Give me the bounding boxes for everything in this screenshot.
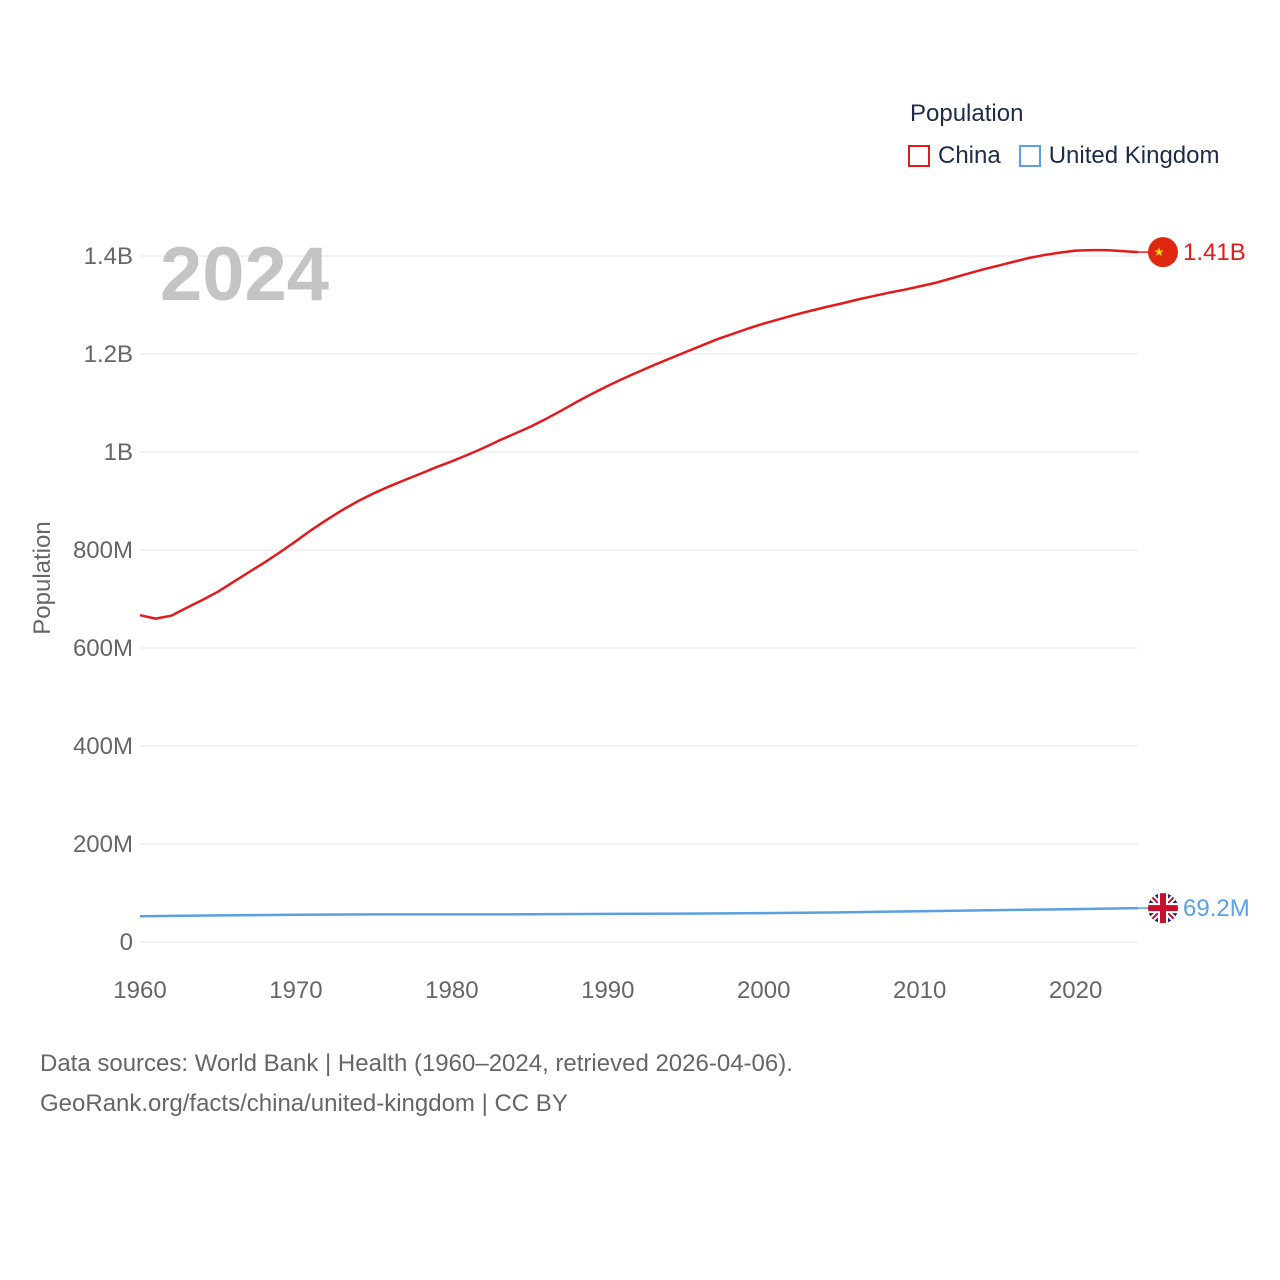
y-axis-ticks: 0 200M 400M 600M 800M 1B 1.2B 1.4B xyxy=(73,243,133,956)
legend-item-united-kingdom[interactable]: United Kingdom xyxy=(1018,142,1220,170)
series-lines xyxy=(139,248,1148,918)
year-watermark: 2024 xyxy=(160,232,329,317)
x-tick-label: 1970 xyxy=(269,977,322,1004)
legend-title: Population xyxy=(910,100,1024,127)
series-line-united-kingdom xyxy=(139,906,1139,918)
svg-text:★: ★ xyxy=(1154,245,1165,259)
legend-swatch-united-kingdom xyxy=(1018,145,1041,167)
china-end-label: 1.41B xyxy=(1183,239,1246,266)
legend-label-united-kingdom: United Kingdom xyxy=(1048,142,1220,169)
uk-end-label: 69.2M xyxy=(1183,895,1250,922)
y-tick-label: 200M xyxy=(73,831,133,858)
x-axis-ticks: 1960 1970 1980 1990 2000 2010 2020 xyxy=(113,977,1102,1004)
y-tick-label: 800M xyxy=(73,537,133,564)
x-tick-label: 2010 xyxy=(893,977,946,1004)
attribution-line[interactable]: GeoRank.org/facts/china/united-kingdom |… xyxy=(40,1090,568,1117)
x-tick-label: 1980 xyxy=(425,977,478,1004)
y-tick-label: 0 xyxy=(120,929,133,956)
y-tick-label: 400M xyxy=(73,733,133,760)
x-tick-label: 1990 xyxy=(581,977,634,1004)
uk-flag-icon xyxy=(1148,893,1178,924)
legend-swatch-china xyxy=(908,145,930,167)
legend: China United Kingdom xyxy=(908,142,1237,170)
gridlines xyxy=(140,255,1138,943)
y-tick-label: 1.2B xyxy=(84,341,133,368)
legend-item-china[interactable]: China xyxy=(908,142,1001,170)
y-tick-label: 600M xyxy=(73,635,133,662)
y-tick-label: 1.4B xyxy=(84,243,133,270)
china-flag-icon: ★ xyxy=(1148,237,1178,268)
x-tick-label: 2020 xyxy=(1049,977,1102,1004)
y-axis-label: Population xyxy=(29,521,56,634)
x-tick-label: 1960 xyxy=(113,977,166,1004)
series-line-china xyxy=(139,248,1139,620)
footer: Data sources: World Bank | Health (1960–… xyxy=(40,1044,793,1124)
data-sources-line: Data sources: World Bank | Health (1960–… xyxy=(40,1050,793,1077)
x-tick-label: 2000 xyxy=(737,977,790,1004)
y-tick-label: 1B xyxy=(104,439,133,466)
legend-label-china: China xyxy=(938,142,1001,169)
